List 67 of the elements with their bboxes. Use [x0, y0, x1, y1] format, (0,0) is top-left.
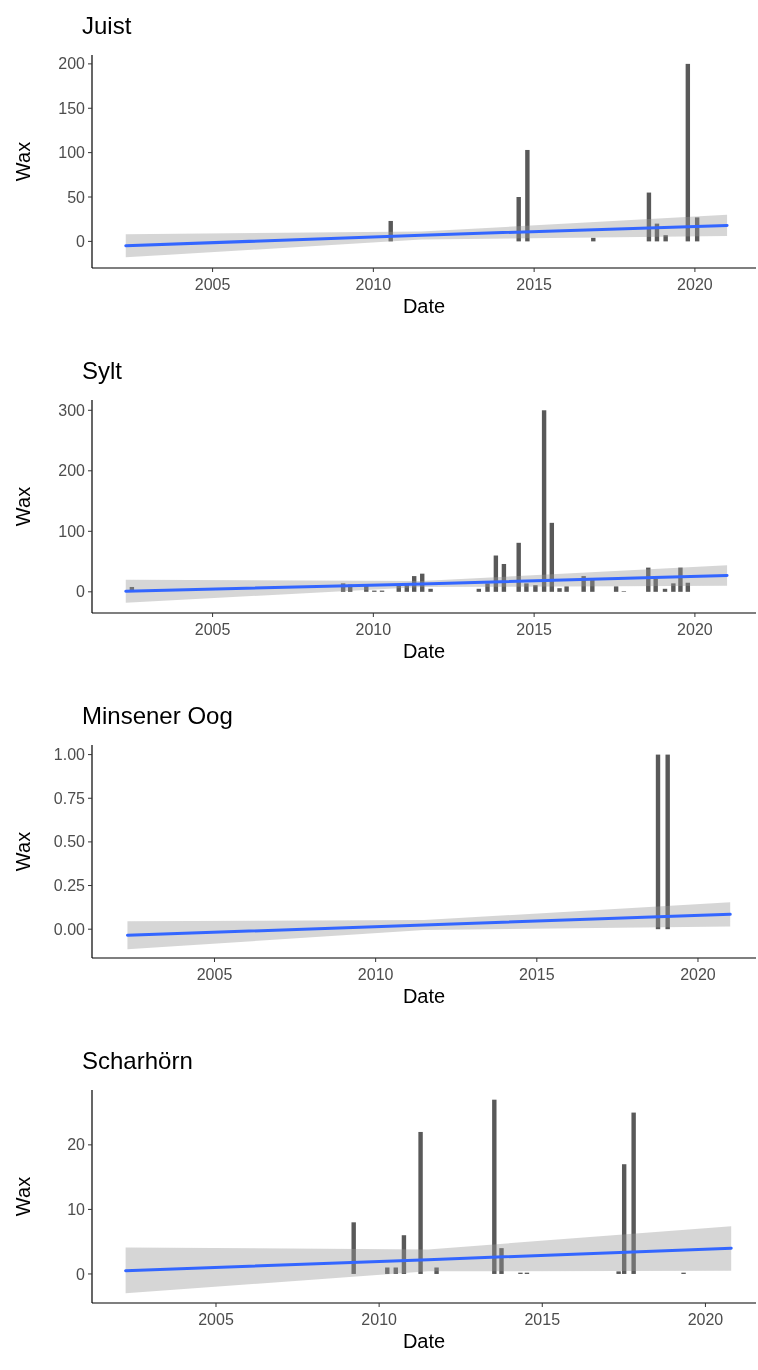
y-axis-title: Wax	[12, 141, 34, 182]
y-tick-label: 200	[58, 55, 86, 73]
bar	[351, 1222, 356, 1274]
y-tick-label: 1.00	[53, 746, 86, 764]
x-tick-label: 2020	[680, 966, 716, 983]
chart-title: Juist	[82, 12, 132, 39]
x-tick-label: 2015	[516, 621, 553, 638]
x-tick-label: 2005	[198, 1311, 234, 1328]
bar	[492, 1099, 497, 1274]
chart-title: Minsener Oog	[82, 702, 233, 729]
bar	[663, 235, 668, 242]
bar	[533, 585, 538, 592]
y-tick-label: 0	[76, 232, 86, 250]
chart-title: Scharhörn	[82, 1047, 193, 1074]
y-tick-label: 0.75	[53, 789, 86, 807]
x-tick-label: 2010	[355, 621, 392, 638]
bar	[541, 410, 547, 592]
x-tick-label: 2020	[677, 276, 713, 293]
y-tick-label: 50	[67, 188, 86, 206]
y-tick-label: 300	[58, 401, 86, 419]
x-tick-label: 2010	[361, 1311, 398, 1328]
x-tick-label: 2020	[677, 621, 713, 638]
x-tick-label: 2015	[524, 1311, 561, 1328]
y-axis-title: Wax	[12, 486, 34, 527]
y-tick-label: 0.50	[53, 833, 86, 851]
bar	[653, 578, 658, 592]
bar	[685, 582, 691, 592]
y-axis-title: Wax	[12, 831, 34, 872]
bar	[524, 583, 529, 592]
bar	[525, 149, 530, 242]
y-tick-label: 0	[76, 1265, 86, 1283]
x-axis-title: Date	[402, 640, 446, 662]
x-tick-label: 2020	[687, 1311, 724, 1328]
y-tick-label: 10	[67, 1201, 86, 1219]
bar	[418, 1131, 423, 1274]
x-tick-label: 2010	[357, 966, 394, 983]
y-axis-title: Wax	[12, 1176, 34, 1217]
x-axis-title: Date	[402, 985, 446, 1007]
y-tick-label: 20	[67, 1136, 86, 1154]
bar	[662, 588, 668, 592]
bar	[428, 588, 433, 592]
y-tick-label: 0.25	[53, 877, 86, 895]
bar	[671, 583, 676, 592]
bar	[516, 542, 521, 592]
bar	[631, 1112, 636, 1274]
y-tick-label: 100	[58, 144, 86, 162]
x-axis-title: Date	[402, 295, 446, 317]
y-tick-label: 100	[58, 522, 86, 540]
y-tick-label: 0.00	[53, 920, 86, 938]
bar	[476, 588, 482, 592]
x-tick-label: 2015	[516, 276, 553, 293]
x-tick-label: 2005	[194, 621, 231, 638]
chart-title: Sylt	[82, 357, 123, 384]
bar	[516, 197, 521, 242]
bar	[557, 588, 562, 592]
bar	[613, 586, 619, 592]
bar	[564, 586, 569, 592]
bar	[434, 1267, 439, 1274]
x-tick-label: 2010	[355, 276, 392, 293]
x-tick-label: 2015	[519, 966, 555, 983]
x-tick-label: 2005	[196, 966, 233, 983]
y-tick-label: 0	[76, 583, 86, 601]
y-tick-label: 150	[58, 99, 86, 117]
x-axis-title: Date	[402, 1330, 446, 1352]
y-tick-label: 200	[58, 462, 86, 480]
x-tick-label: 2005	[194, 276, 231, 293]
bar	[590, 579, 595, 592]
